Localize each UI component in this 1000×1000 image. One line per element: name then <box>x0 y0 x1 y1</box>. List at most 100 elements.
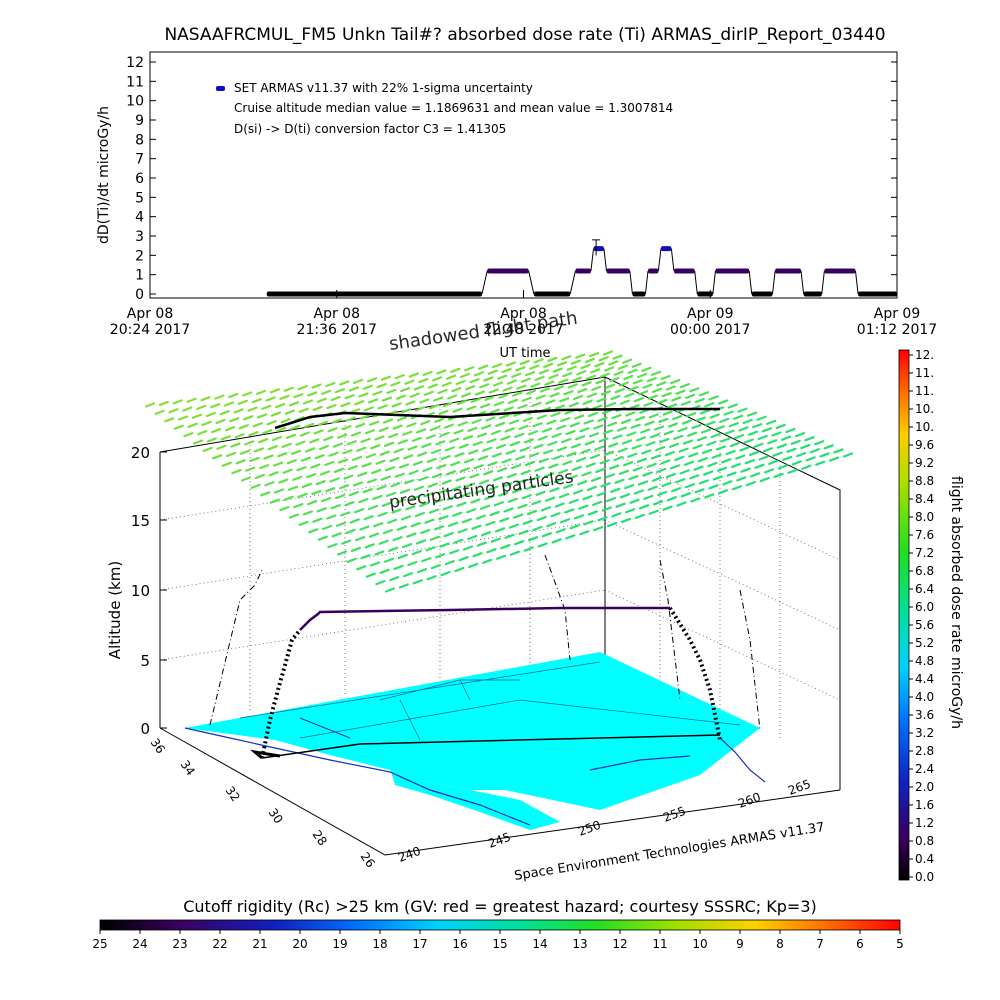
particle-mark <box>714 425 726 431</box>
particle-mark <box>674 455 685 462</box>
particle-mark <box>569 524 580 530</box>
particle-mark <box>651 387 663 394</box>
particle-mark <box>247 406 258 412</box>
particle-mark <box>443 423 454 429</box>
particle-mark <box>520 377 531 383</box>
particle-mark <box>403 572 414 578</box>
particle-mark <box>411 436 422 442</box>
dose-colorbar-ticks: 12. 11. 11. 10. 10. 9.6 9.2 8.8 8.4 8.0 7.6 7.2 6.8 6… <box>909 348 934 884</box>
particle-mark <box>266 420 277 426</box>
particle-mark <box>435 440 446 446</box>
rigidity-colorbar-tick-label: 10 <box>692 937 707 951</box>
altitude-tick-label: 20 <box>131 444 150 462</box>
particle-mark <box>319 470 331 476</box>
particle-mark <box>501 458 512 464</box>
particle-mark <box>585 462 596 468</box>
xtick-label-time: 21:36 2017 <box>297 322 377 338</box>
particle-mark <box>229 417 240 423</box>
dose-colorbar-tick-label: 2.8 <box>915 744 934 758</box>
particle-mark <box>534 375 545 381</box>
particle-mark <box>416 568 428 574</box>
particle-mark <box>369 561 381 567</box>
particle-mark <box>478 479 490 485</box>
particle-mark <box>459 372 471 379</box>
particle-mark <box>498 393 509 399</box>
particle-mark <box>235 459 246 465</box>
xtick-label-time: 20:24 2017 <box>110 322 190 338</box>
dose-colorbar-tick-label: 5.6 <box>915 618 934 632</box>
rigidity-colorbar-tick-label: 23 <box>172 937 187 951</box>
particle-mark <box>432 376 443 382</box>
dose-colorbar-tick-label: 12. <box>915 348 934 362</box>
particle-mark <box>617 447 628 453</box>
ytick-label: 12 <box>126 55 144 71</box>
rigidity-colorbar-tick-label: 16 <box>452 937 467 951</box>
particle-mark <box>581 381 592 387</box>
particle-mark <box>727 403 738 409</box>
particle-mark <box>311 489 322 496</box>
ytick-label: 10 <box>126 94 144 110</box>
data-segment <box>751 291 773 297</box>
particle-mark <box>243 415 254 421</box>
particle-mark <box>323 435 334 442</box>
particle-mark <box>683 460 695 466</box>
particle-mark <box>692 444 703 450</box>
particle-mark <box>245 466 256 472</box>
particle-mark <box>353 378 364 384</box>
particle-mark <box>168 408 179 414</box>
particle-mark <box>614 478 625 484</box>
particle-mark <box>360 554 371 560</box>
particle-mark <box>412 460 423 466</box>
particle-mark <box>255 389 267 395</box>
particle-mark <box>533 358 544 364</box>
particle-mark <box>525 389 537 395</box>
particle-mark <box>689 474 700 480</box>
data-segment <box>803 291 822 297</box>
particle-mark <box>624 392 635 398</box>
particle-mark <box>630 423 641 429</box>
particle-mark <box>547 356 558 362</box>
particle-mark <box>412 579 423 585</box>
particle-mark <box>578 504 589 510</box>
particle-mark <box>421 557 432 563</box>
data-connector <box>528 270 535 295</box>
particle-mark <box>626 431 637 437</box>
particle-mark <box>660 459 671 465</box>
particle-mark <box>620 418 632 425</box>
particle-mark <box>258 438 269 444</box>
particle-mark <box>402 543 413 549</box>
particle-mark <box>645 441 656 447</box>
particle-mark <box>321 389 332 395</box>
particle-mark <box>549 392 560 398</box>
particle-mark <box>657 398 668 405</box>
particle-mark <box>771 431 782 437</box>
particle-mark <box>611 414 622 420</box>
particle-mark <box>361 462 372 468</box>
particle-mark <box>658 417 669 424</box>
particle-mark <box>366 478 378 484</box>
particle-mark <box>635 436 647 442</box>
particle-mark <box>375 579 386 586</box>
data-segment <box>487 268 529 274</box>
particle-mark <box>530 382 541 388</box>
particle-mark <box>284 409 295 415</box>
particle-mark <box>573 514 585 520</box>
particle-mark <box>400 386 411 393</box>
particle-mark <box>632 379 643 385</box>
particle-mark <box>421 442 432 449</box>
particle-mark <box>628 385 639 391</box>
particle-mark <box>538 457 549 464</box>
particle-mark <box>302 510 313 516</box>
particle-mark <box>406 422 417 428</box>
particle-mark <box>586 392 598 398</box>
particle-mark <box>367 504 379 511</box>
data-connector <box>590 248 595 272</box>
particle-mark <box>259 464 270 470</box>
particle-mark <box>734 434 745 440</box>
rigidity-colorbar-tick-label: 8 <box>776 937 784 951</box>
data-segment <box>593 246 604 252</box>
particle-mark <box>390 482 401 488</box>
particle-mark <box>427 383 438 389</box>
particle-mark <box>593 424 604 430</box>
particle-mark <box>440 571 451 577</box>
